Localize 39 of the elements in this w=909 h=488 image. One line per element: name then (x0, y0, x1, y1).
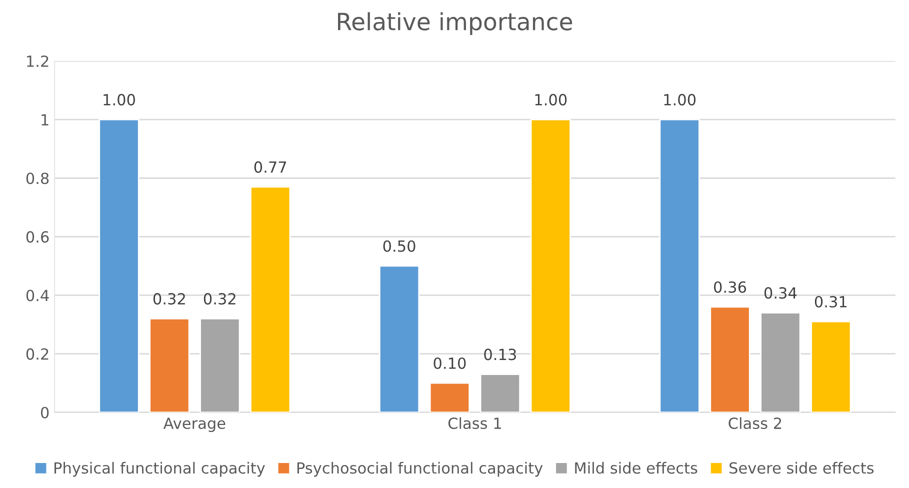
y-tick-label: 0 (40, 406, 49, 418)
legend-label: Psychosocial functional capacity (297, 462, 543, 477)
bar (200, 318, 240, 412)
y-tick-label: 1 (42, 114, 48, 126)
data-label: 0.50 (383, 240, 416, 252)
legend-label: Severe side effects (730, 462, 874, 474)
bar (659, 118, 700, 412)
x-tick-label: Class 2 (728, 417, 782, 430)
y-tick-label: 0.2 (26, 348, 48, 360)
x-tick-label: Average (163, 418, 226, 432)
data-label: 0.32 (204, 293, 236, 305)
legend-label: Mild side effects (575, 462, 698, 474)
chart-title: Relative importance (338, 12, 572, 36)
data-label: 0.34 (764, 287, 797, 299)
data-label: 0.36 (714, 281, 746, 293)
bar (810, 320, 852, 412)
data-label: 0.10 (434, 357, 466, 370)
bar (98, 118, 140, 412)
legend-label: Physical functional capacity (54, 462, 265, 477)
data-label: 1.00 (664, 94, 696, 106)
data-label: 1.00 (535, 94, 567, 106)
bar (760, 312, 801, 412)
y-tick-label: 1.2 (27, 55, 48, 67)
bar (429, 382, 470, 412)
bar (378, 265, 420, 412)
bar (480, 374, 520, 412)
data-label: 0.77 (254, 161, 286, 173)
y-tick-label: 0.8 (26, 172, 49, 184)
bar (530, 118, 571, 412)
data-label: 1.00 (104, 94, 135, 106)
y-tick-label: 0.4 (26, 290, 49, 302)
data-label: 0.13 (484, 348, 516, 360)
data-label: 0.32 (153, 293, 185, 305)
y-tick-label: 0.6 (26, 231, 49, 243)
bar (710, 306, 750, 412)
data-label: 0.31 (814, 296, 846, 308)
bar (149, 318, 190, 412)
bar (250, 186, 291, 412)
x-tick-label: Class 1 (448, 417, 501, 430)
